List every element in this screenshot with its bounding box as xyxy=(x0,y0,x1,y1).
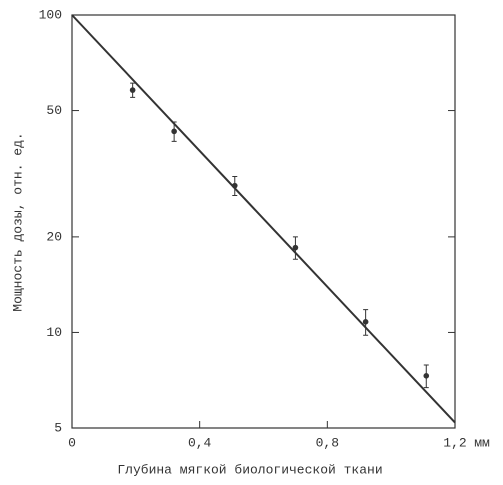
data-point xyxy=(171,128,177,135)
data-point xyxy=(423,373,430,379)
data-point xyxy=(231,182,238,189)
plot-frame xyxy=(71,14,456,429)
x-tick-label: 0 xyxy=(68,435,76,450)
x-axis-title: Глубина мягкой биологической ткани xyxy=(117,462,382,477)
fit-line xyxy=(71,14,456,424)
x-tick-label: 1,2 xyxy=(443,435,466,450)
y-axis-title: Мощность дозы, отн. ед. xyxy=(10,132,25,311)
data-point xyxy=(129,87,136,93)
x-tick-label: 0,4 xyxy=(188,435,212,450)
data-point xyxy=(362,319,369,325)
x-tick-label: 0,8 xyxy=(316,435,339,450)
y-tick-label: 100 xyxy=(39,7,62,22)
y-tick-label: 10 xyxy=(46,325,62,340)
y-tick-label: 50 xyxy=(46,103,62,118)
y-tick-label: 5 xyxy=(54,420,62,435)
y-tick-label: 20 xyxy=(46,229,62,244)
x-axis-unit: мм xyxy=(474,435,490,450)
data-point xyxy=(292,244,299,251)
